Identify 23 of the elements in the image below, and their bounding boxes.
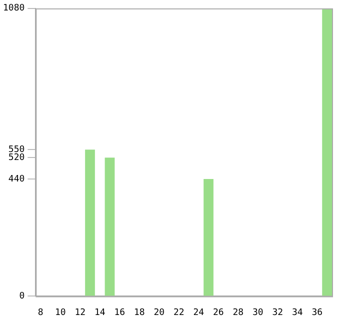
y-tick-label: 440 bbox=[8, 174, 25, 184]
x-tick-label: 22 bbox=[173, 308, 184, 318]
bar bbox=[85, 150, 95, 296]
x-tick-label: 32 bbox=[272, 308, 284, 318]
x-tick-label: 16 bbox=[114, 308, 126, 318]
y-tick-label: 0 bbox=[19, 292, 25, 302]
x-tick-label: 34 bbox=[292, 308, 303, 318]
x-tick-label: 20 bbox=[154, 308, 165, 318]
bar bbox=[104, 158, 115, 296]
x-tick-label: 10 bbox=[54, 308, 66, 318]
x-tick-label: 26 bbox=[212, 308, 224, 318]
y-tick-label: 1080 bbox=[2, 4, 25, 14]
bar bbox=[204, 178, 214, 296]
x-tick-label: 28 bbox=[232, 308, 244, 318]
x-tick-label: 14 bbox=[94, 308, 106, 318]
y-tick-label: 520 bbox=[8, 152, 25, 163]
x-tick-label: 12 bbox=[74, 308, 86, 318]
x-tick-label: 24 bbox=[193, 308, 204, 318]
bar bbox=[322, 8, 332, 296]
x-tick-label: 8 bbox=[38, 308, 44, 318]
x-tick-label: 36 bbox=[312, 308, 323, 318]
x-tick-label: 30 bbox=[252, 308, 264, 318]
x-tick-label: 18 bbox=[134, 308, 145, 318]
